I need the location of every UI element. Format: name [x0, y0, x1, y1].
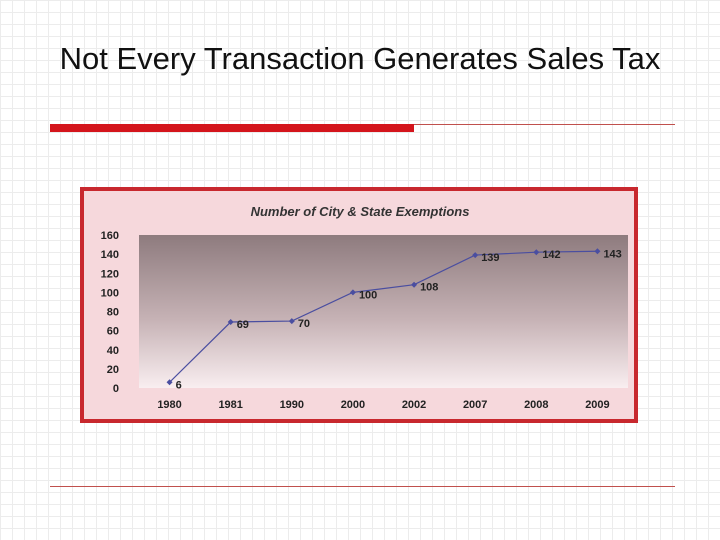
x-tick-label: 1990 — [280, 399, 304, 411]
x-tick-label: 1981 — [218, 399, 242, 411]
data-point-marker — [472, 252, 479, 259]
y-tick-label: 60 — [107, 326, 119, 338]
data-point-marker — [166, 379, 173, 386]
y-tick-label: 80 — [107, 307, 119, 319]
data-point-marker — [227, 319, 234, 326]
series-exemptions: 6 69 70 100 108 139 142 143 — [166, 248, 622, 391]
exemptions-line-chart: Number of City & State Exemptions 0 20 40 6… — [101, 204, 628, 411]
data-label: 142 — [542, 249, 560, 261]
y-axis: 0 20 40 60 80 100 120 140 160 — [101, 230, 119, 395]
data-label: 139 — [481, 252, 499, 264]
data-label: 100 — [359, 289, 377, 301]
y-tick-label: 20 — [107, 364, 119, 376]
x-tick-label: 1980 — [157, 399, 181, 411]
slide-title: Not Every Transaction Generates Sales Ta… — [59, 41, 661, 76]
data-point-marker — [349, 289, 356, 296]
y-tick-label: 160 — [101, 230, 119, 242]
x-tick-label: 2007 — [463, 399, 487, 411]
x-axis: 1980 1981 1990 2000 2002 2007 2008 2009 — [157, 399, 609, 411]
y-tick-label: 40 — [107, 345, 119, 357]
series-line — [169, 250, 598, 383]
x-tick-label: 2008 — [524, 399, 548, 411]
y-tick-label: 0 — [113, 383, 119, 395]
data-point-marker — [411, 281, 418, 288]
title-underline-red — [50, 124, 414, 132]
x-tick-label: 2002 — [402, 399, 426, 411]
data-point-marker — [533, 249, 540, 256]
data-point-marker — [594, 248, 601, 255]
data-label: 143 — [603, 248, 621, 260]
bottom-rule — [50, 486, 675, 487]
data-point-marker — [288, 318, 295, 325]
data-label: 69 — [237, 319, 249, 331]
data-label: 108 — [420, 282, 438, 294]
y-tick-label: 120 — [101, 268, 119, 280]
x-tick-label: 2009 — [585, 399, 609, 411]
title-underline-thin — [414, 124, 675, 125]
y-tick-label: 140 — [101, 249, 119, 261]
y-tick-label: 100 — [101, 287, 119, 299]
data-label: 6 — [176, 379, 182, 391]
data-label: 70 — [298, 318, 310, 330]
chart-title: Number of City & State Exemptions — [251, 204, 470, 219]
chart-frame: Number of City & State Exemptions 0 20 40 6… — [80, 187, 638, 423]
plot-area — [139, 235, 628, 388]
x-tick-label: 2000 — [341, 399, 365, 411]
